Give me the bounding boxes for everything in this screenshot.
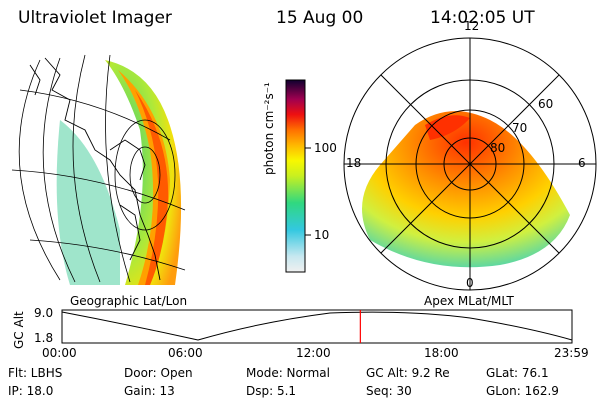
altitude-timeline (61, 309, 573, 344)
left-panel-label: Geographic Lat/Lon (70, 294, 188, 308)
mlat-70-label: 70 (512, 121, 528, 135)
time-label: 14:02:05 UT (430, 8, 535, 28)
mlt-12-label: 12 (464, 19, 480, 33)
date-label: 15 Aug 00 (276, 8, 364, 28)
mlt-0-label: 0 (466, 276, 474, 290)
altitude-curve (61, 311, 573, 341)
colorbar-tick-10: 10 (314, 228, 330, 242)
polar-plot (343, 37, 597, 291)
info-seq: Seq: 30 (366, 384, 412, 398)
mlat-60-label: 60 (538, 97, 554, 111)
timeline-tick-1: 06:00 (168, 346, 203, 360)
mlt-18-label: 18 (346, 156, 362, 170)
info-dsp: Dsp: 5.1 (246, 384, 297, 398)
timeline-tick-4: 23:59 (554, 346, 589, 360)
instrument-title: Ultraviolet Imager (18, 8, 172, 28)
right-panel-label: Apex MLat/MLT (424, 294, 514, 308)
info-mode: Mode: Normal (246, 366, 330, 380)
colorbar (285, 79, 306, 273)
colorbar-tick-100: 100 (314, 141, 337, 155)
info-door: Door: Open (124, 366, 193, 380)
colorbar-units: photon cm⁻²s⁻¹ (262, 82, 276, 175)
info-gain: Gain: 13 (124, 384, 175, 398)
timeline-y-bottom: 1.8 (34, 331, 54, 345)
mlt-6-label: 6 (578, 156, 586, 170)
timeline-ylabel: GC Alt (12, 311, 26, 349)
timeline-tick-0: 00:00 (42, 346, 77, 360)
info-glat: GLat: 76.1 (486, 366, 549, 380)
info-gc-alt: GC Alt: 9.2 Re (366, 366, 450, 380)
timeline-tick-3: 18:00 (424, 346, 459, 360)
timeline-tick-2: 12:00 (296, 346, 331, 360)
timeline-y-top: 9.0 (34, 306, 54, 320)
info-flt: Flt: LBHS (8, 366, 63, 380)
mlat-80-label: 80 (490, 141, 506, 155)
info-glon: GLon: 162.9 (486, 384, 559, 398)
info-ip: IP: 18.0 (8, 384, 54, 398)
geographic-image (11, 54, 186, 285)
